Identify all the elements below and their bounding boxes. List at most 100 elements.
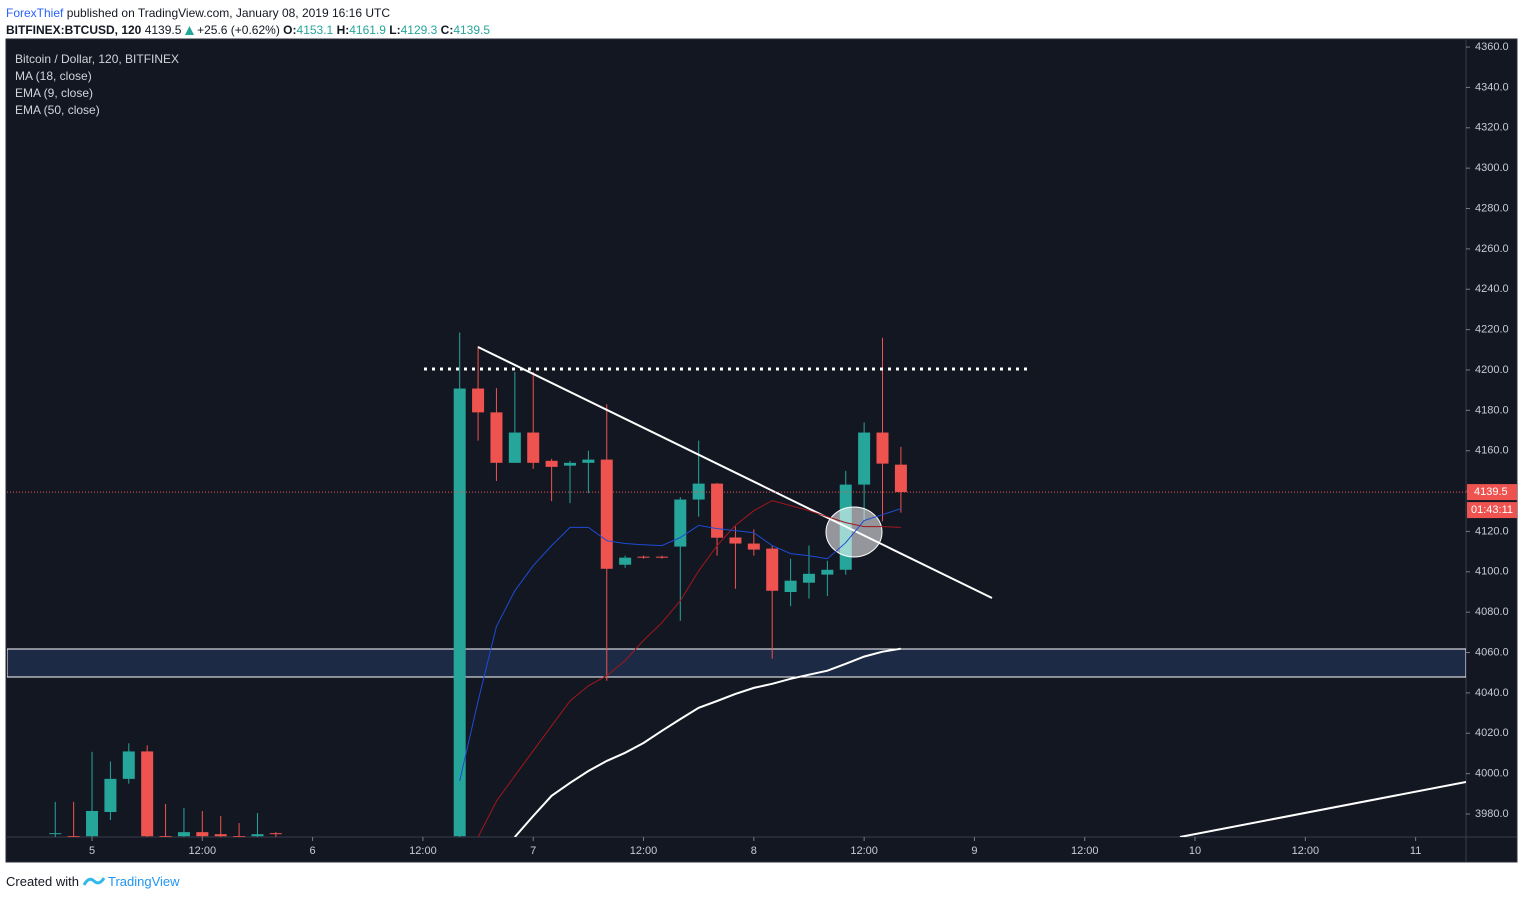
x-tick-label: 5 [89,845,95,857]
trendline-drawing[interactable] [477,346,993,599]
h-label: H: [336,23,350,37]
candle-body [159,836,172,837]
candle-body [821,569,834,575]
candle-body [453,388,466,837]
candle-body [86,810,99,837]
candle-body [729,537,742,544]
candle-body [894,464,907,493]
trendline-drawing[interactable] [1179,781,1466,837]
y-tick-label: 4240.0 [1475,283,1509,295]
header-line-2: BITFINEX:BTCUSD, 120 4139.5 +25.6 (+0.62… [6,23,490,37]
c-label: C: [440,23,454,37]
candle-body [619,557,632,565]
y-tick-label: 4120.0 [1475,525,1509,537]
candle-body [527,432,540,463]
y-tick-label: 4000.0 [1475,768,1509,780]
indicator-line [477,500,901,837]
countdown-label: 01:43:11 [1471,504,1513,516]
last: 4139.5 [144,23,182,37]
change: +25.6 (+0.62%) [197,23,280,37]
candle-body [214,834,227,837]
candle-body [141,751,154,837]
candle-body [637,556,650,558]
footer: Created with TradingView [6,874,180,889]
up-arrow [184,26,194,35]
logo [82,877,105,886]
chart: Bitcoin / Dollar, 120, BITFINEX MA (18, … [5,38,1518,863]
candle-body [472,388,485,413]
candle-body [802,573,815,583]
candle-body [508,432,521,463]
y-tick-label: 4040.0 [1475,687,1509,699]
x-tick-label: 7 [530,845,536,857]
candle-body [876,432,889,464]
candle-body [582,459,595,463]
candle-body [196,832,209,837]
x-tick-label: 11 [1410,845,1421,857]
x-tick-label: 12:00 [1292,845,1320,857]
author[interactable]: ForexThief [6,6,64,20]
high: 4161.9 [349,23,386,37]
y-tick-label: 4320.0 [1475,122,1509,134]
legend-entry: EMA (9, close) [15,86,93,100]
candle-body [490,412,503,463]
close: 4139.5 [453,23,491,37]
x-tick-label: 12:00 [1071,845,1099,857]
candle-body [269,833,282,835]
x-tick-label: 12:00 [409,845,437,857]
candle-body [600,459,613,569]
y-tick-label: 4340.0 [1475,81,1509,93]
header-line-1: ForexThief published on TradingView.com,… [6,6,390,20]
chart-background [5,38,1518,863]
y-tick-label: 4180.0 [1475,404,1509,416]
candle-body [747,543,760,550]
x-tick-label: 12:00 [630,845,658,857]
zone-drawing[interactable] [7,648,1466,678]
candle-body [858,432,871,485]
x-tick-label: 12:00 [850,845,878,857]
y-tick-label: 4100.0 [1475,566,1509,578]
last-price-box [1467,484,1517,501]
y-tick-label: 3980.0 [1475,808,1509,820]
x-tick-label: 6 [310,845,316,857]
y-tick-label: 4080.0 [1475,606,1509,618]
candle-body [122,751,135,779]
legend: Bitcoin / Dollar, 120, BITFINEX MA (18, … [15,52,179,117]
candle-body [766,548,779,591]
candle-body [692,483,705,500]
indicator-line [459,508,902,782]
last-price-label: 4139.5 [1474,486,1508,498]
y-tick-label: 4220.0 [1475,324,1509,336]
countdown-box [1467,502,1517,519]
candle-body [177,832,190,837]
candle-body [251,834,264,837]
legend-entry: EMA (50, close) [15,103,100,117]
candle-body [67,836,80,837]
open: 4153.1 [296,23,334,37]
plot-area [7,332,1466,837]
candle-body [655,556,668,558]
y-tick-label: 4360.0 [1475,41,1509,53]
candle-body [233,836,246,837]
y-tick-label: 4300.0 [1475,162,1509,174]
candle-body [563,462,576,466]
y-tick-label: 4020.0 [1475,727,1509,739]
indicator-line [514,647,902,837]
candle-body [711,483,724,538]
y-tick-label: 4280.0 [1475,202,1509,214]
x-tick-label: 12:00 [189,845,217,857]
candle-body [104,778,117,812]
y-tick-label: 4200.0 [1475,364,1509,376]
legend-entry: MA (18, close) [15,69,92,83]
brand[interactable]: TradingView [108,874,180,889]
y-tick-label: 4060.0 [1475,646,1509,658]
x-tick-label: 9 [971,845,977,857]
candle-body [784,580,797,592]
chart-title: Bitcoin / Dollar, 120, BITFINEX [15,52,179,66]
published: published on TradingView.com, January 08… [66,6,391,20]
low: 4129.3 [400,23,438,37]
l-label: L: [389,23,401,37]
candle-body [49,833,62,835]
symbol: BITFINEX:BTCUSD, 120 [6,23,142,37]
